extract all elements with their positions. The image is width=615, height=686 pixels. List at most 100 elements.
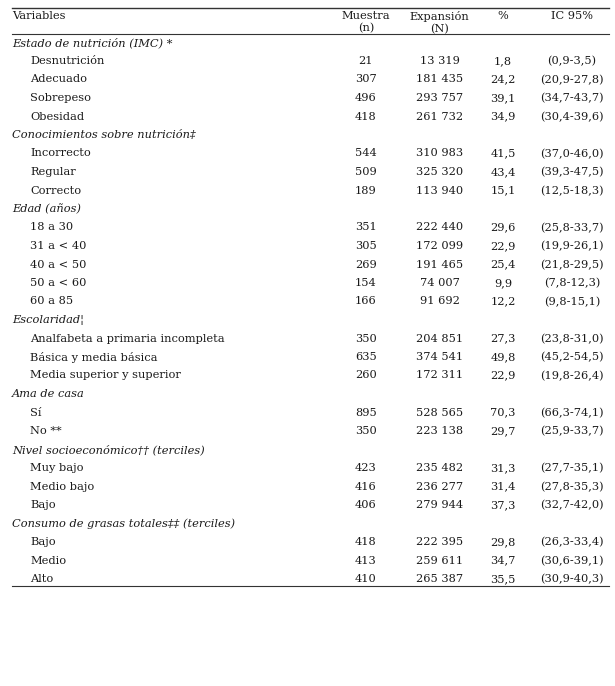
Text: Muestra
(n): Muestra (n): [341, 11, 391, 33]
Text: 223 138: 223 138: [416, 426, 463, 436]
Text: 21: 21: [359, 56, 373, 66]
Text: 416: 416: [355, 482, 377, 491]
Text: 895: 895: [355, 407, 377, 418]
Text: 31,4: 31,4: [490, 482, 516, 491]
Text: (23,8-31,0): (23,8-31,0): [540, 333, 604, 344]
Text: 528 565: 528 565: [416, 407, 463, 418]
Text: 41,5: 41,5: [490, 148, 516, 158]
Text: 350: 350: [355, 333, 377, 344]
Text: (30,6-39,1): (30,6-39,1): [540, 556, 604, 566]
Text: 418: 418: [355, 537, 377, 547]
Text: 113 940: 113 940: [416, 185, 463, 196]
Text: Estado de nutrición (IMC) *: Estado de nutrición (IMC) *: [12, 38, 173, 48]
Text: (25,8-33,7): (25,8-33,7): [540, 222, 604, 233]
Text: 9,9: 9,9: [494, 278, 512, 288]
Text: 265 387: 265 387: [416, 574, 463, 584]
Text: (26,3-33,4): (26,3-33,4): [540, 537, 604, 547]
Text: Básica y media básica: Básica y media básica: [30, 352, 158, 363]
Text: 222 440: 222 440: [416, 222, 463, 233]
Text: 172 311: 172 311: [416, 370, 463, 381]
Text: (20,9-27,8): (20,9-27,8): [540, 75, 604, 85]
Text: No **: No **: [30, 426, 62, 436]
Text: Incorrecto: Incorrecto: [30, 148, 91, 158]
Text: 423: 423: [355, 463, 377, 473]
Text: Correcto: Correcto: [30, 185, 81, 196]
Text: 235 482: 235 482: [416, 463, 463, 473]
Text: 29,7: 29,7: [490, 426, 516, 436]
Text: 60 a 85: 60 a 85: [30, 296, 73, 307]
Text: Bajo: Bajo: [30, 537, 56, 547]
Text: 279 944: 279 944: [416, 500, 463, 510]
Text: 260: 260: [355, 370, 377, 381]
Text: (0,9-3,5): (0,9-3,5): [547, 56, 597, 67]
Text: (30,9-40,3): (30,9-40,3): [540, 574, 604, 584]
Text: Variables: Variables: [12, 11, 66, 21]
Text: %: %: [498, 11, 509, 21]
Text: (12,5-18,3): (12,5-18,3): [540, 185, 604, 196]
Text: Nivel socioeconómico†† (terciles): Nivel socioeconómico†† (terciles): [12, 445, 205, 456]
Text: 261 732: 261 732: [416, 112, 463, 121]
Text: 374 541: 374 541: [416, 352, 463, 362]
Text: 31,3: 31,3: [490, 463, 516, 473]
Text: 50 a < 60: 50 a < 60: [30, 278, 87, 288]
Text: Ama de casa: Ama de casa: [12, 389, 85, 399]
Text: (37,0-46,0): (37,0-46,0): [540, 148, 604, 159]
Text: 350: 350: [355, 426, 377, 436]
Text: 43,4: 43,4: [490, 167, 516, 177]
Text: 34,7: 34,7: [490, 556, 516, 565]
Text: Edad (años): Edad (años): [12, 204, 81, 215]
Text: 34,9: 34,9: [490, 112, 516, 121]
Text: Regular: Regular: [30, 167, 76, 177]
Text: 509: 509: [355, 167, 377, 177]
Text: 413: 413: [355, 556, 377, 565]
Text: (27,8-35,3): (27,8-35,3): [540, 482, 604, 492]
Text: 222 395: 222 395: [416, 537, 463, 547]
Text: (19,9-26,1): (19,9-26,1): [540, 241, 604, 251]
Text: Expansión
(N): Expansión (N): [410, 11, 470, 34]
Text: Consumo de grasas totales‡‡ (terciles): Consumo de grasas totales‡‡ (terciles): [12, 519, 236, 529]
Text: 74 007: 74 007: [420, 278, 459, 288]
Text: 236 277: 236 277: [416, 482, 463, 491]
Text: 22,9: 22,9: [490, 241, 516, 251]
Text: Sí: Sí: [30, 407, 42, 418]
Text: 410: 410: [355, 574, 377, 584]
Text: 29,8: 29,8: [490, 537, 516, 547]
Text: 259 611: 259 611: [416, 556, 463, 565]
Text: (7,8-12,3): (7,8-12,3): [544, 278, 600, 288]
Text: 70,3: 70,3: [490, 407, 516, 418]
Text: (27,7-35,1): (27,7-35,1): [540, 463, 604, 473]
Text: 269: 269: [355, 259, 377, 270]
Text: 22,9: 22,9: [490, 370, 516, 381]
Text: 166: 166: [355, 296, 377, 307]
Text: Desnutrición: Desnutrición: [30, 56, 105, 66]
Text: Adecuado: Adecuado: [30, 75, 87, 84]
Text: 351: 351: [355, 222, 377, 233]
Text: (34,7-43,7): (34,7-43,7): [540, 93, 604, 104]
Text: 49,8: 49,8: [490, 352, 516, 362]
Text: 496: 496: [355, 93, 377, 103]
Text: 406: 406: [355, 500, 377, 510]
Text: 635: 635: [355, 352, 377, 362]
Text: 307: 307: [355, 75, 377, 84]
Text: 25,4: 25,4: [490, 259, 516, 270]
Text: 1,8: 1,8: [494, 56, 512, 66]
Text: 154: 154: [355, 278, 377, 288]
Text: 37,3: 37,3: [490, 500, 516, 510]
Text: IC 95%: IC 95%: [551, 11, 593, 21]
Text: Obesidad: Obesidad: [30, 112, 84, 121]
Text: (30,4-39,6): (30,4-39,6): [540, 112, 604, 122]
Text: Analfabeta a primaria incompleta: Analfabeta a primaria incompleta: [30, 333, 225, 344]
Text: Medio: Medio: [30, 556, 66, 565]
Text: Bajo: Bajo: [30, 500, 56, 510]
Text: 12,2: 12,2: [490, 296, 516, 307]
Text: (21,8-29,5): (21,8-29,5): [540, 259, 604, 270]
Text: Escolaridad¦: Escolaridad¦: [12, 315, 84, 325]
Text: Muy bajo: Muy bajo: [30, 463, 84, 473]
Text: Sobrepeso: Sobrepeso: [30, 93, 91, 103]
Text: 29,6: 29,6: [490, 222, 516, 233]
Text: (19,8-26,4): (19,8-26,4): [540, 370, 604, 381]
Text: 24,2: 24,2: [490, 75, 516, 84]
Text: 40 a < 50: 40 a < 50: [30, 259, 87, 270]
Text: 310 983: 310 983: [416, 148, 463, 158]
Text: 544: 544: [355, 148, 377, 158]
